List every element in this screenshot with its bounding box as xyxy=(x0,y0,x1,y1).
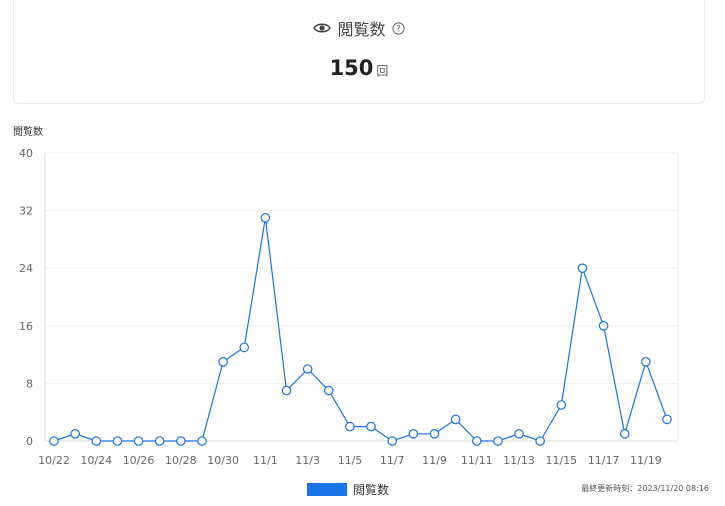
data-point xyxy=(345,421,355,432)
data-point xyxy=(535,436,545,446)
data-point xyxy=(133,436,144,446)
y-tick-label: 8 xyxy=(26,377,33,390)
x-tick-label: 10/22 xyxy=(38,454,70,467)
data-point xyxy=(91,436,102,446)
x-tick-label: 11/15 xyxy=(545,454,577,467)
data-point xyxy=(429,428,440,439)
y-tick-label: 0 xyxy=(26,435,33,448)
question-circle-icon[interactable]: ? xyxy=(391,21,405,35)
x-tick-label: 10/26 xyxy=(123,454,155,467)
data-point xyxy=(450,414,461,425)
data-point xyxy=(619,428,630,439)
data-point xyxy=(514,428,524,439)
x-tick-label: 11/17 xyxy=(588,454,620,467)
x-tick-label: 11/3 xyxy=(295,454,320,467)
data-point xyxy=(197,436,207,446)
data-point xyxy=(49,436,59,446)
y-tick-label: 16 xyxy=(19,320,33,333)
data-point xyxy=(70,428,80,439)
data-point xyxy=(239,342,250,353)
x-tick-label: 11/19 xyxy=(630,454,662,467)
y-tick-label: 32 xyxy=(19,205,33,218)
y-axis-title: 閲覧数 xyxy=(13,127,43,138)
data-point xyxy=(366,421,376,432)
data-point xyxy=(387,436,398,446)
data-point xyxy=(641,357,651,367)
x-tick-label: 11/11 xyxy=(461,454,493,467)
series-line xyxy=(53,217,668,442)
y-tick-label: 24 xyxy=(19,262,33,275)
x-tick-label: 10/24 xyxy=(80,454,112,467)
metric-unit: 回 xyxy=(376,64,389,78)
metric-value: 150 xyxy=(329,56,374,80)
x-tick-label: 10/28 xyxy=(165,454,197,467)
metric-title: 閲覧数 xyxy=(337,20,386,39)
data-point xyxy=(493,436,503,446)
plot-area xyxy=(44,152,679,442)
data-point xyxy=(577,263,588,273)
metric-header: 閲覧数 ? xyxy=(14,16,704,40)
data-point xyxy=(260,213,271,223)
data-point xyxy=(302,364,313,374)
data-point xyxy=(408,428,419,439)
data-point xyxy=(112,436,123,446)
x-tick-label: 11/7 xyxy=(380,454,405,467)
x-tick-label: 11/1 xyxy=(253,454,278,467)
metric-value-row: 150 回 xyxy=(14,56,704,80)
data-point xyxy=(176,436,186,446)
x-tick-label: 10/30 xyxy=(207,454,239,467)
data-point xyxy=(662,414,672,425)
legend-label: 閲覧数 xyxy=(353,483,390,497)
last-updated: 最終更新時刻：2023/11/20 08:16 xyxy=(581,484,709,493)
eye-icon xyxy=(313,23,332,33)
data-point xyxy=(556,400,567,410)
data-point xyxy=(154,436,165,446)
y-tick-label: 40 xyxy=(19,147,33,160)
x-tick-label: 11/5 xyxy=(338,454,363,467)
chart-legend[interactable]: 閲覧数 xyxy=(307,481,389,498)
x-tick-label: 11/13 xyxy=(503,454,535,467)
x-tick-label: 11/9 xyxy=(422,454,447,467)
data-point xyxy=(471,436,482,446)
legend-swatch xyxy=(307,483,347,496)
data-point xyxy=(598,321,609,331)
svg-text:?: ? xyxy=(396,24,401,34)
data-point xyxy=(218,357,228,367)
data-point xyxy=(281,385,292,396)
metric-card: 閲覧数 ? 150 回 xyxy=(13,0,705,104)
data-point xyxy=(323,385,334,396)
